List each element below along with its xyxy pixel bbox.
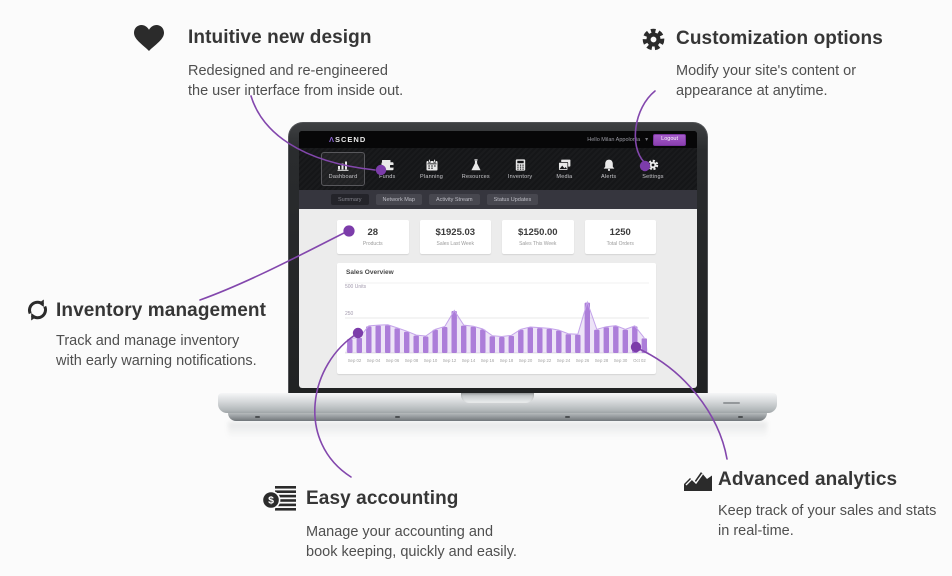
sales-overview-panel: Sales Overview 500 Units 250 Sep 02 Sep 0… bbox=[337, 263, 656, 374]
y-axis-label-250: 250 bbox=[345, 311, 354, 317]
laptop-foot bbox=[255, 415, 260, 418]
calculator-icon bbox=[515, 158, 526, 171]
app-header: ΛSCEND Hello Milan Appolonia ▾ Logout bbox=[299, 131, 697, 148]
svg-text:Sep 18: Sep 18 bbox=[500, 358, 514, 363]
chevron-down-icon[interactable]: ▾ bbox=[645, 136, 649, 143]
main-nav: Dashboard Funds Planning bbox=[299, 148, 697, 190]
accounting-ledger-icon: $ bbox=[262, 485, 296, 513]
heart-icon bbox=[134, 25, 164, 52]
subtab-network-map[interactable]: Network Map bbox=[375, 194, 422, 205]
nav-item-resources[interactable]: Resources bbox=[454, 152, 498, 186]
photos-icon bbox=[558, 159, 571, 171]
callout-customization-options: Customization options Modify your site's… bbox=[641, 27, 883, 101]
laptop-reflection bbox=[228, 422, 767, 438]
nav-item-dashboard[interactable]: Dashboard bbox=[321, 152, 365, 186]
gear-icon bbox=[647, 159, 659, 171]
callout-body: Modify your site's content or appearance… bbox=[676, 63, 857, 99]
svg-text:Sep 04: Sep 04 bbox=[367, 358, 381, 363]
calendar-icon bbox=[426, 158, 438, 171]
callout-title: Customization options bbox=[676, 28, 883, 49]
svg-text:Sep 06: Sep 06 bbox=[386, 358, 400, 363]
callout-title: Inventory management bbox=[56, 300, 266, 321]
logout-button[interactable]: Logout bbox=[653, 133, 686, 146]
user-greeting[interactable]: Hello Milan Appolonia bbox=[587, 136, 641, 143]
svg-text:Oct 02: Oct 02 bbox=[633, 358, 646, 363]
laptop-base bbox=[218, 393, 777, 413]
callout-advanced-analytics: Advanced analytics Keep track of your sa… bbox=[684, 468, 936, 541]
callout-body: Manage your accounting and book keeping,… bbox=[306, 524, 517, 560]
svg-text:Sep 08: Sep 08 bbox=[405, 358, 419, 363]
laptop-slot bbox=[723, 402, 740, 404]
nav-item-settings[interactable]: Settings bbox=[631, 152, 675, 186]
flask-icon bbox=[470, 158, 482, 171]
svg-text:Sep 28: Sep 28 bbox=[595, 358, 609, 363]
callout-title: Intuitive new design bbox=[188, 27, 372, 48]
svg-text:Sep 22: Sep 22 bbox=[538, 358, 552, 363]
stat-card-sales-this-week: $1250.00 Sales This Week bbox=[502, 220, 574, 254]
stat-card-products: 28 Products bbox=[337, 220, 409, 254]
svg-text:Sep 24: Sep 24 bbox=[557, 358, 571, 363]
analytics-chart-icon bbox=[684, 468, 712, 492]
nav-item-alerts[interactable]: Alerts bbox=[587, 152, 631, 186]
svg-text:Sep 30: Sep 30 bbox=[614, 358, 628, 363]
callout-title: Easy accounting bbox=[306, 488, 459, 509]
ascend-logo: ΛSCEND bbox=[329, 135, 367, 144]
svg-text:Sep 14: Sep 14 bbox=[462, 358, 476, 363]
x-axis-labels: Sep 02 Sep 04 Sep 06 Sep 08 Sep 10 Sep 12 Sep … bbox=[348, 358, 647, 363]
stat-card-sales-last-week: $1925.03 Sales Last Week bbox=[419, 220, 491, 254]
dashboard-content: 28 Products $1925.03 Sales Last Week $12… bbox=[299, 209, 697, 388]
callout-body: Redesigned and re-engineered the user in… bbox=[188, 63, 404, 99]
subtab-activity-stream[interactable]: Activity Stream bbox=[428, 194, 480, 205]
callout-title: Advanced analytics bbox=[718, 469, 898, 490]
nav-item-planning[interactable]: Planning bbox=[410, 152, 454, 186]
callout-body: Keep track of your sales and stats in re… bbox=[718, 503, 937, 539]
nav-item-inventory[interactable]: Inventory bbox=[498, 152, 542, 186]
subtab-summary[interactable]: Summary bbox=[331, 194, 369, 205]
callout-inventory-management: Inventory management Track and manage in… bbox=[27, 299, 266, 371]
svg-text:Sep 20: Sep 20 bbox=[519, 358, 533, 363]
gear-icon bbox=[641, 27, 666, 52]
callout-intuitive-new-design: Intuitive new design Redesigned and re-e… bbox=[134, 25, 403, 101]
dashboard-icon bbox=[337, 159, 349, 171]
subtab-bar: Summary Network Map Activity Stream Stat… bbox=[299, 190, 697, 209]
nav-item-media[interactable]: Media bbox=[542, 152, 586, 186]
bell-icon bbox=[603, 159, 615, 171]
chart-title: Sales Overview bbox=[346, 269, 394, 276]
laptop-foot bbox=[395, 415, 400, 418]
laptop-foot bbox=[738, 415, 743, 418]
subtab-status-updates[interactable]: Status Updates bbox=[486, 194, 539, 205]
svg-text:Sep 12: Sep 12 bbox=[443, 358, 457, 363]
laptop-bezel: ΛSCEND Hello Milan Appolonia ▾ Logout Da… bbox=[288, 122, 708, 393]
sales-overview-chart: Sep 02 Sep 04 Sep 06 Sep 08 Sep 10 Sep 12 Sep … bbox=[345, 282, 649, 363]
y-axis-label-500: 500 Units bbox=[345, 284, 367, 290]
laptop-foot bbox=[565, 415, 570, 418]
svg-text:$: $ bbox=[268, 495, 274, 507]
wallet-icon bbox=[381, 159, 394, 171]
svg-text:Sep 26: Sep 26 bbox=[576, 358, 590, 363]
callout-easy-accounting: $ Easy accounting Manage your accounting… bbox=[262, 485, 517, 562]
nav-item-funds[interactable]: Funds bbox=[365, 152, 409, 186]
stat-card-total-orders: 1250 Total Orders bbox=[584, 220, 656, 254]
laptop-underside bbox=[228, 413, 767, 421]
callout-body: Track and manage inventory with early wa… bbox=[56, 333, 257, 369]
laptop-lid-notch bbox=[461, 393, 534, 403]
laptop-screen: ΛSCEND Hello Milan Appolonia ▾ Logout Da… bbox=[299, 131, 697, 388]
svg-text:Sep 02: Sep 02 bbox=[348, 358, 362, 363]
svg-text:Sep 16: Sep 16 bbox=[481, 358, 495, 363]
svg-text:Sep 10: Sep 10 bbox=[424, 358, 438, 363]
sync-icon bbox=[27, 299, 48, 321]
